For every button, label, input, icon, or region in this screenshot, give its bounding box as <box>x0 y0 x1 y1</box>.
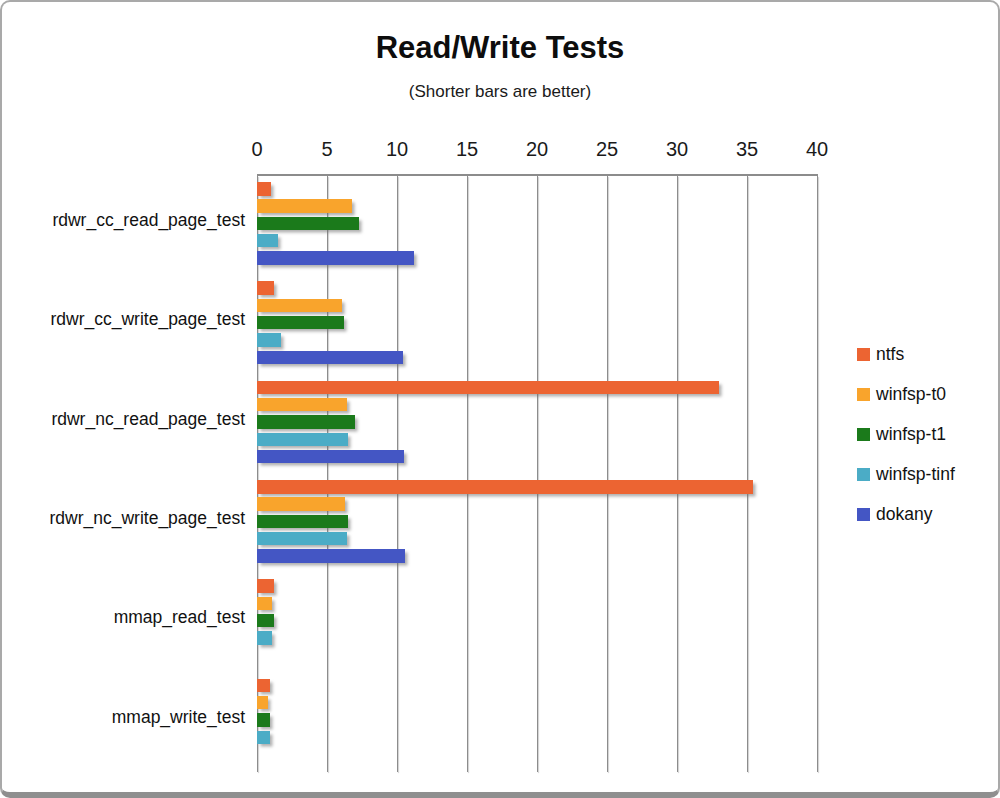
legend-label: dokany <box>876 504 932 525</box>
x-tick-label-15: 15 <box>456 138 478 161</box>
gridline-x-35 <box>747 176 748 772</box>
legend-swatch-icon <box>857 428 870 441</box>
category-label-rdwr_nc_read_page_test: rdwr_nc_read_page_test <box>2 409 245 430</box>
bar-winfsp-t1-rdwr_cc_read_page_test <box>257 217 359 231</box>
category-label-rdwr_nc_write_page_test: rdwr_nc_write_page_test <box>2 508 245 529</box>
bar-winfsp-tinf-rdwr_nc_write_page_test <box>257 532 347 546</box>
legend-item-ntfs: ntfs <box>857 334 955 374</box>
chart-subtitle: (Shorter bars are better) <box>2 82 998 102</box>
category-label-rdwr_cc_read_page_test: rdwr_cc_read_page_test <box>2 210 245 231</box>
bar-dokany-rdwr_cc_read_page_test <box>257 251 414 265</box>
gridline-x-15 <box>467 176 468 772</box>
bar-ntfs-rdwr_cc_write_page_test <box>257 281 274 295</box>
bar-winfsp-tinf-mmap_read_test <box>257 631 272 645</box>
category-label-rdwr_cc_write_page_test: rdwr_cc_write_page_test <box>2 309 245 330</box>
x-tick-label-20: 20 <box>526 138 548 161</box>
gridline-x-10 <box>397 176 398 772</box>
bar-ntfs-rdwr_nc_write_page_test <box>257 480 753 494</box>
bar-dokany-rdwr_nc_read_page_test <box>257 450 404 464</box>
x-tick-label-35: 35 <box>736 138 758 161</box>
gridline-x-5 <box>327 176 328 772</box>
bar-winfsp-t1-rdwr_nc_read_page_test <box>257 415 355 429</box>
bar-winfsp-t0-mmap_read_test <box>257 597 272 611</box>
category-axis-labels: rdwr_cc_read_page_test rdwr_cc_write_page… <box>2 174 245 770</box>
x-tick-label-5: 5 <box>321 138 332 161</box>
chart-title: Read/Write Tests <box>2 30 998 66</box>
bar-winfsp-tinf-rdwr_nc_read_page_test <box>257 433 348 447</box>
bar-winfsp-t0-rdwr_cc_read_page_test <box>257 199 352 213</box>
bar-winfsp-t0-rdwr_nc_write_page_test <box>257 497 345 511</box>
bar-dokany-rdwr_cc_write_page_test <box>257 351 403 365</box>
bar-winfsp-t1-mmap_read_test <box>257 614 274 628</box>
legend-item-winfsp-t0: winfsp-t0 <box>857 374 955 414</box>
legend: ntfs winfsp-t0 winfsp-t1 winfsp-tinf dokany <box>857 334 955 534</box>
x-axis-tick-labels: 0510152025303540 <box>257 138 818 164</box>
bar-winfsp-tinf-mmap_write_test <box>257 731 270 745</box>
gridline-x-30 <box>677 176 678 772</box>
legend-item-winfsp-tinf: winfsp-tinf <box>857 454 955 494</box>
legend-swatch-icon <box>857 508 870 521</box>
bar-ntfs-rdwr_nc_read_page_test <box>257 381 719 395</box>
legend-label: winfsp-t0 <box>876 384 946 405</box>
bar-ntfs-mmap_read_test <box>257 579 274 593</box>
bar-winfsp-t0-rdwr_cc_write_page_test <box>257 299 342 313</box>
x-tick-label-40: 40 <box>806 138 828 161</box>
chart-window: Read/Write Tests (Shorter bars are bette… <box>0 0 1000 798</box>
legend-swatch-icon <box>857 348 870 361</box>
bar-winfsp-t1-rdwr_nc_write_page_test <box>257 515 348 529</box>
gridline-x-25 <box>607 176 608 772</box>
gridline-x-40 <box>817 176 818 772</box>
x-tick-label-30: 30 <box>666 138 688 161</box>
legend-label: winfsp-t1 <box>876 424 946 445</box>
legend-label: winfsp-tinf <box>876 464 955 485</box>
legend-item-dokany: dokany <box>857 494 955 534</box>
x-tick-label-0: 0 <box>251 138 262 161</box>
gridline-x-20 <box>537 176 538 772</box>
legend-swatch-icon <box>857 388 870 401</box>
category-label-mmap_write_test: mmap_write_test <box>2 707 245 728</box>
legend-swatch-icon <box>857 468 870 481</box>
x-tick-label-25: 25 <box>596 138 618 161</box>
plot-area <box>257 174 818 772</box>
category-label-mmap_read_test: mmap_read_test <box>2 607 245 628</box>
bar-dokany-rdwr_nc_write_page_test <box>257 549 405 563</box>
bar-winfsp-tinf-rdwr_cc_read_page_test <box>257 234 278 248</box>
bar-winfsp-t0-mmap_write_test <box>257 696 268 710</box>
bar-winfsp-t1-rdwr_cc_write_page_test <box>257 316 344 330</box>
bar-ntfs-mmap_write_test <box>257 679 270 693</box>
bar-winfsp-tinf-rdwr_cc_write_page_test <box>257 333 281 347</box>
x-tick-label-10: 10 <box>386 138 408 161</box>
bar-ntfs-rdwr_cc_read_page_test <box>257 182 271 196</box>
legend-item-winfsp-t1: winfsp-t1 <box>857 414 955 454</box>
legend-label: ntfs <box>876 344 904 365</box>
bar-winfsp-t1-mmap_write_test <box>257 713 270 727</box>
bar-winfsp-t0-rdwr_nc_read_page_test <box>257 398 347 412</box>
